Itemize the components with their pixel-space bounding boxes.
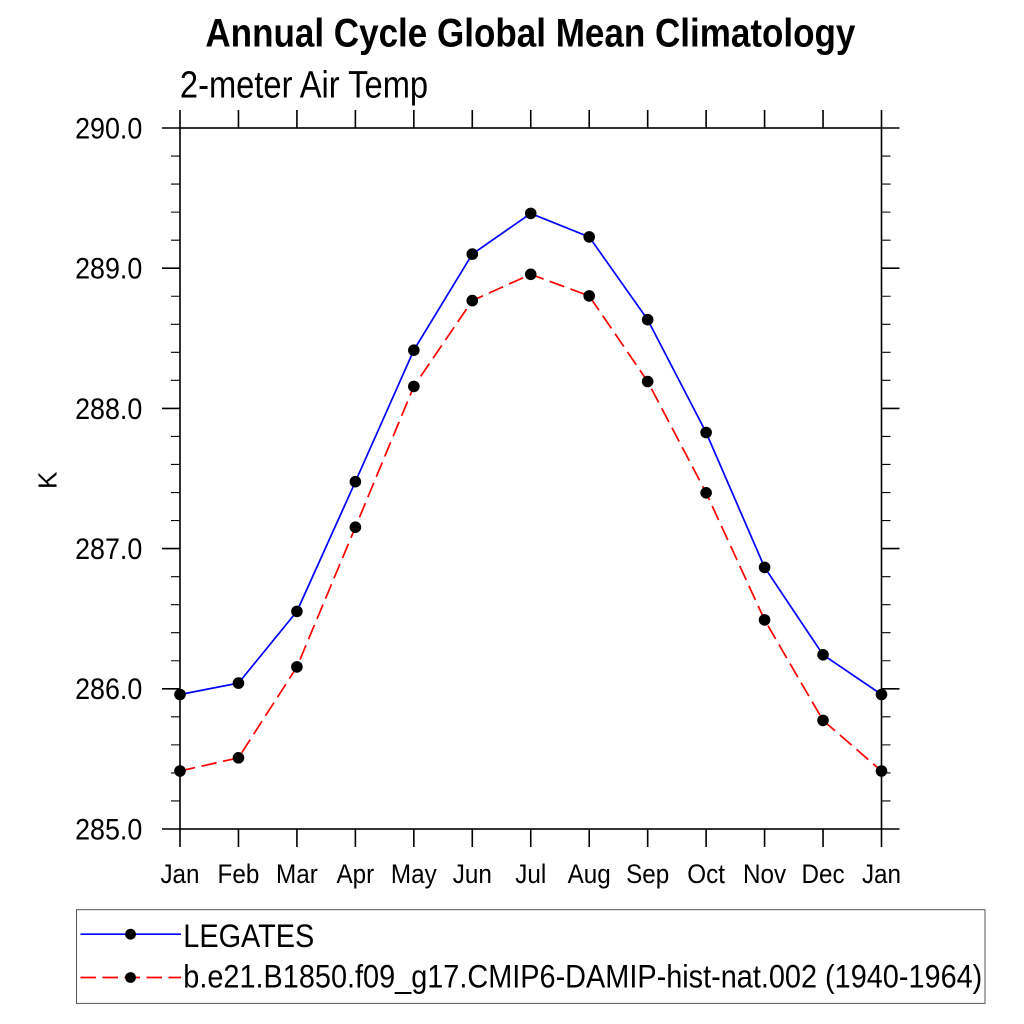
svg-text:289.0: 289.0 [75, 253, 142, 286]
svg-text:Oct: Oct [687, 859, 725, 889]
svg-text:Jun: Jun [453, 859, 492, 889]
svg-text:286.0: 286.0 [75, 673, 142, 706]
svg-text:Apr: Apr [337, 859, 375, 889]
svg-text:Jul: Jul [515, 859, 546, 889]
svg-text:Mar: Mar [276, 859, 318, 889]
svg-text:Sep: Sep [626, 859, 669, 889]
svg-text:290.0: 290.0 [75, 112, 142, 145]
svg-text:287.0: 287.0 [75, 533, 142, 566]
svg-text:May: May [391, 859, 437, 889]
svg-text:2-meter Air Temp: 2-meter Air Temp [180, 64, 428, 107]
svg-text:Aug: Aug [568, 859, 611, 889]
svg-text:K: K [33, 471, 63, 489]
svg-text:Jan: Jan [862, 859, 901, 889]
svg-text:Dec: Dec [801, 859, 844, 889]
svg-text:LEGATES: LEGATES [183, 917, 314, 954]
svg-text:Annual Cycle Global Mean Clima: Annual Cycle Global Mean Climatology [205, 12, 855, 56]
svg-text:Nov: Nov [743, 859, 787, 889]
svg-text:Feb: Feb [218, 859, 260, 889]
svg-text:b.e21.B1850.f09_g17.CMIP6-DAMI: b.e21.B1850.f09_g17.CMIP6-DAMIP-hist-nat… [183, 958, 982, 995]
svg-text:288.0: 288.0 [75, 393, 142, 426]
svg-text:285.0: 285.0 [75, 813, 142, 846]
svg-text:Jan: Jan [160, 859, 199, 889]
